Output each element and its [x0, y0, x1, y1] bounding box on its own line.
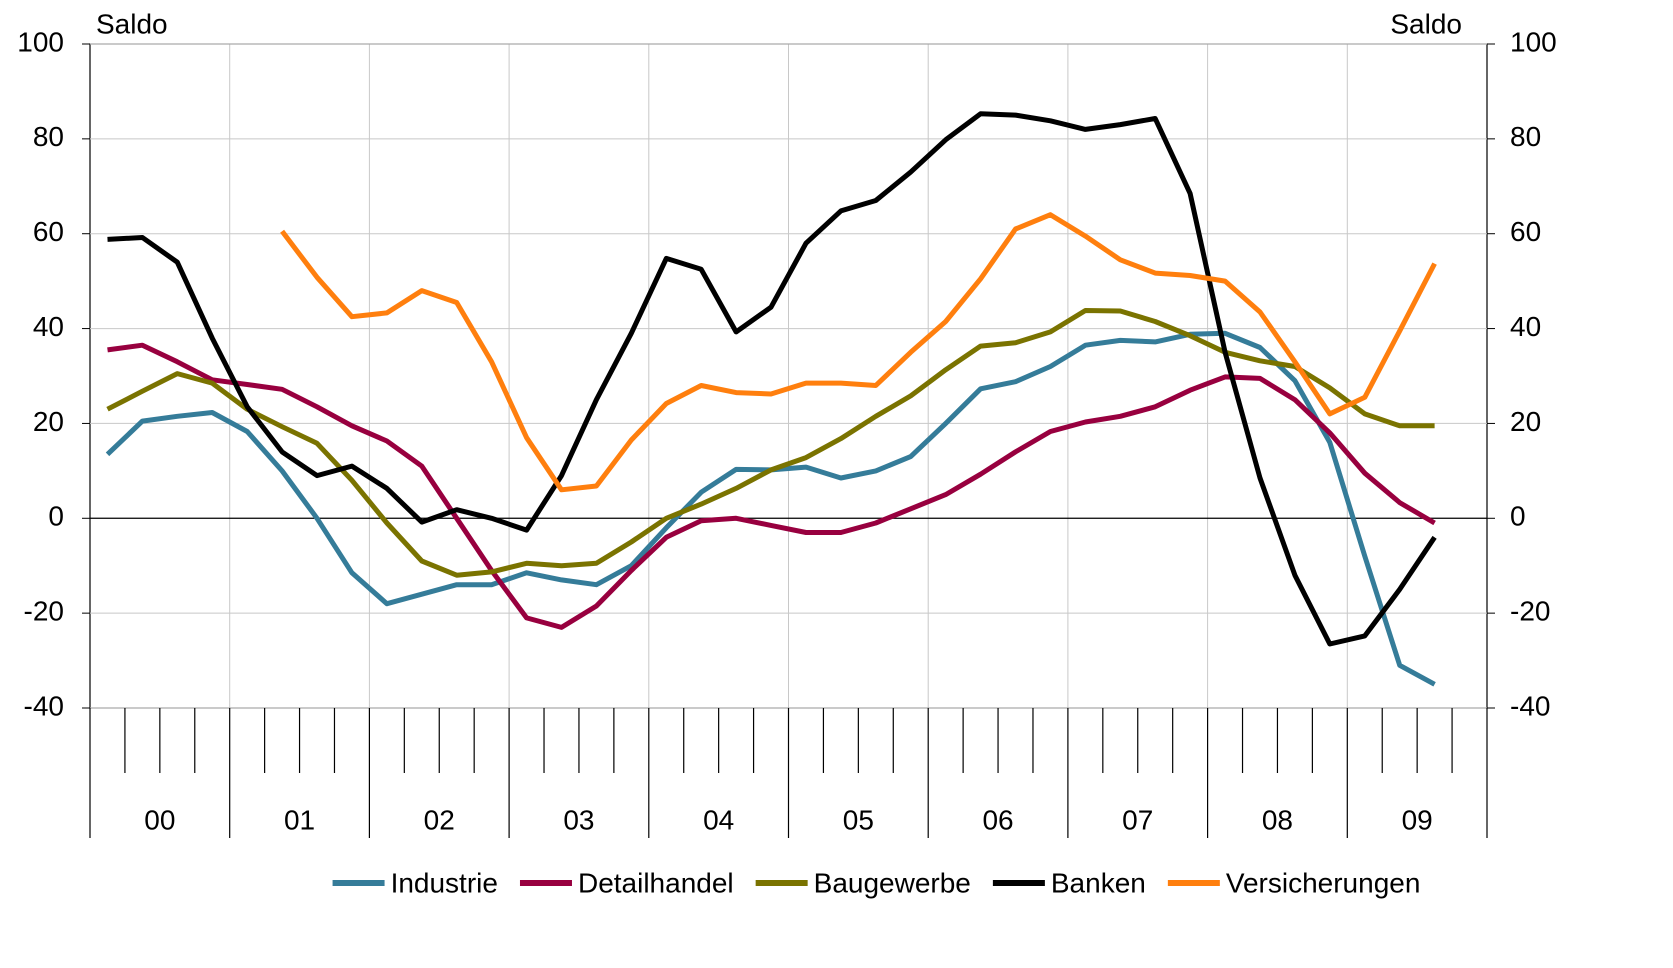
- y-axis-label: Saldo: [96, 8, 168, 39]
- y2-tick-label: 60: [1510, 216, 1541, 247]
- y-tick-label: 20: [33, 406, 64, 437]
- x-group-label: 04: [703, 804, 734, 835]
- y-tick-label: 80: [33, 121, 64, 152]
- y2-tick-label: 100: [1510, 26, 1557, 57]
- x-group-label: 03: [563, 804, 594, 835]
- y2-tick-label: 0: [1510, 501, 1526, 532]
- legend-label: Baugewerbe: [814, 867, 971, 898]
- x-group-label: 02: [424, 804, 455, 835]
- y-tick-label: 100: [17, 26, 64, 57]
- y-tick-label: 0: [48, 501, 64, 532]
- y2-tick-label: -40: [1510, 690, 1550, 721]
- x-group-label: 05: [843, 804, 874, 835]
- y2-tick-label: -20: [1510, 596, 1550, 627]
- x-group-label: 06: [982, 804, 1013, 835]
- legend-label: Detailhandel: [578, 867, 734, 898]
- x-group-label: 07: [1122, 804, 1153, 835]
- x-group-label: 00: [144, 804, 175, 835]
- legend-label: Banken: [1051, 867, 1146, 898]
- series-line: [280, 212, 1437, 493]
- y2-tick-label: 20: [1510, 406, 1541, 437]
- x-group-label: 08: [1262, 804, 1293, 835]
- x-group-label: 01: [284, 804, 315, 835]
- y-tick-label: 40: [33, 311, 64, 342]
- y2-tick-label: 40: [1510, 311, 1541, 342]
- legend-label: Industrie: [391, 867, 498, 898]
- legend-label: Versicherungen: [1226, 867, 1421, 898]
- y2-tick-label: 80: [1510, 121, 1541, 152]
- y-tick-label: 60: [33, 216, 64, 247]
- series-line: [107, 342, 1436, 630]
- y2-axis-label: Saldo: [1390, 8, 1462, 39]
- x-group-label: 09: [1402, 804, 1433, 835]
- y-tick-label: -20: [24, 596, 64, 627]
- series-line: [107, 111, 1437, 647]
- series-line: [106, 308, 1435, 578]
- y-tick-label: -40: [24, 690, 64, 721]
